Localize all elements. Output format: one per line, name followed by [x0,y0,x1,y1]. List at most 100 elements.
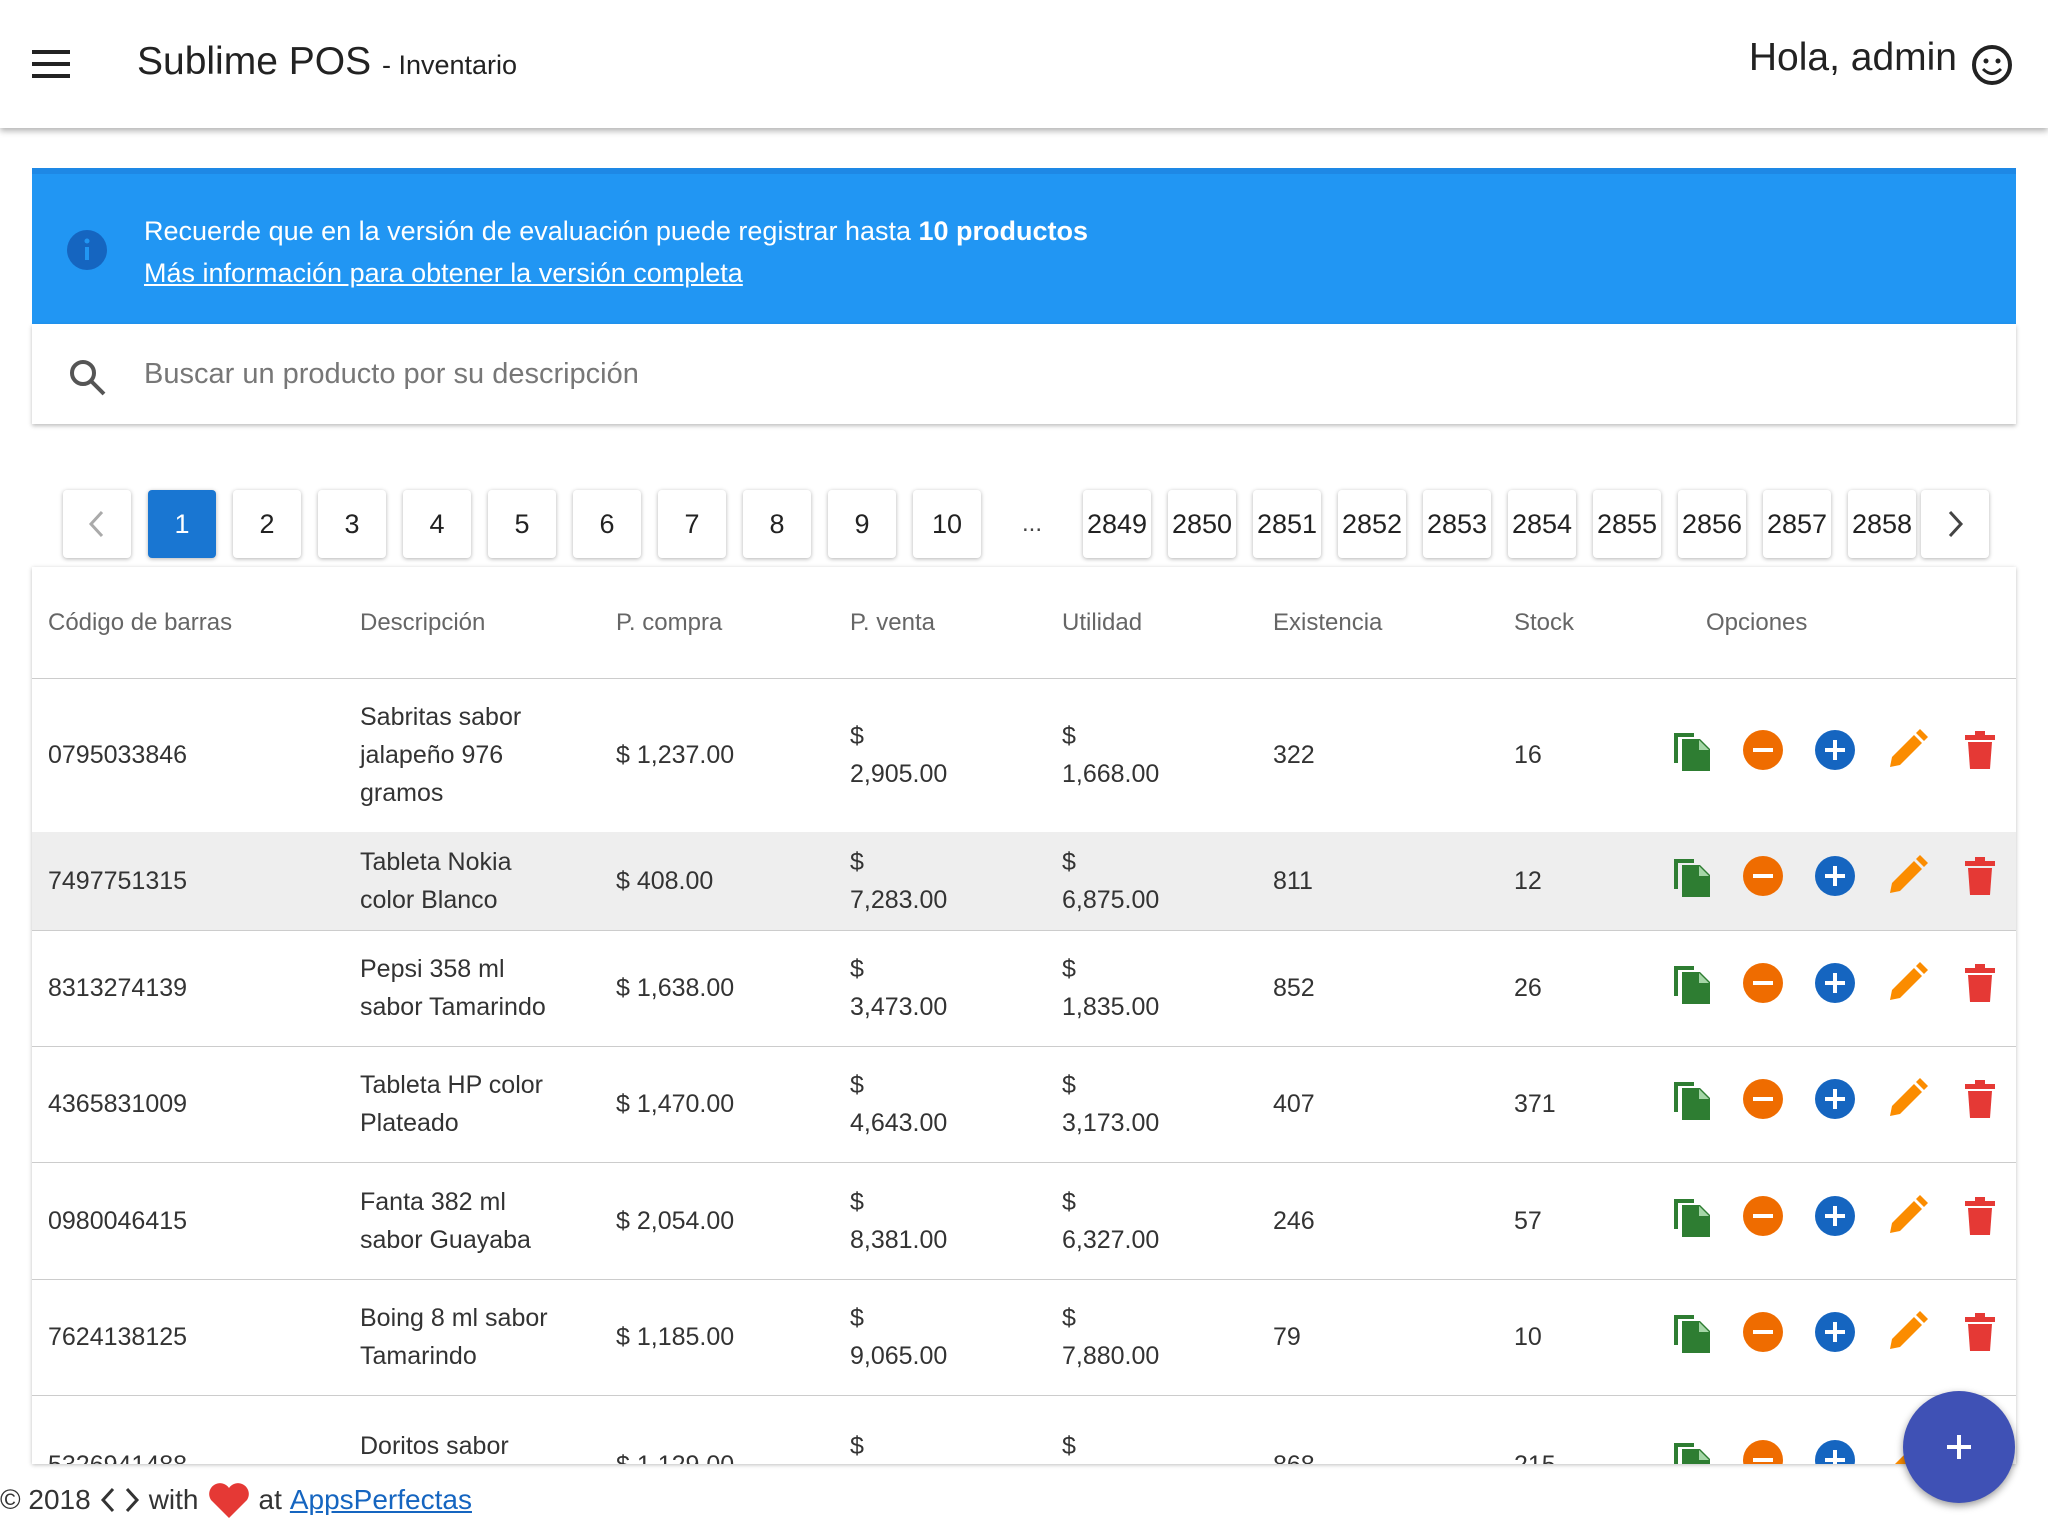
decrease-button[interactable] [1742,1439,1784,1464]
copy-button[interactable] [1670,1195,1712,1237]
table-cell: $ 6,327.00 [1062,1187,1160,1254]
increase-button[interactable] [1814,729,1856,771]
page-button[interactable]: 2853 [1423,490,1491,558]
table-row[interactable]: 7497751315 Tableta Nokia color Blanco $ 40… [32,832,2016,931]
page-button[interactable]: 2849 [1083,490,1151,558]
table-cell: Fanta 382 ml sabor Guayaba [360,1187,531,1254]
decrease-button[interactable] [1742,1195,1784,1237]
increase-button[interactable] [1814,1439,1856,1464]
decrease-button[interactable] [1742,962,1784,1004]
page-button[interactable]: 3 [318,490,386,558]
table-cell: 0980046415 [48,1206,188,1235]
copy-button[interactable] [1670,729,1712,771]
increase-button[interactable] [1814,1078,1856,1120]
table-cell: $ 6,875.00 [1062,848,1160,914]
page-button[interactable]: 2858 [1848,490,1916,558]
copy-button[interactable] [1670,855,1712,897]
edit-button[interactable] [1886,855,1928,897]
decrease-button[interactable] [1742,1078,1784,1120]
table-header: Código de barras Descripción P. compra P. v… [32,567,2016,679]
page-button[interactable]: 1 [148,490,216,558]
heart-icon [208,1483,249,1518]
page-button[interactable]: 2854 [1508,490,1576,558]
delete-button[interactable] [1959,1195,2001,1237]
copy-button[interactable] [1670,1078,1712,1120]
prev-page[interactable] [63,490,131,558]
page-button[interactable]: 6 [573,490,641,558]
increase-button[interactable] [1814,1311,1856,1353]
table-cell: 12 [1514,867,1542,895]
table-row[interactable]: 4365831009 Tableta HP color Plateado $ 1,4… [32,1046,2016,1163]
page-button[interactable]: 9 [828,490,896,558]
next-page[interactable] [1921,490,1989,558]
table-row[interactable]: 7624138125 Boing 8 ml sabor Tamarindo $ 1,… [32,1279,2016,1396]
table-cell: $ 1,129.00 [616,1395,836,1464]
table-cell: 7497751315 [48,867,188,895]
increase-button[interactable] [1814,1195,1856,1237]
page-button[interactable]: 2857 [1763,490,1831,558]
copy-button[interactable] [1670,1311,1712,1353]
page-button[interactable]: 8 [743,490,811,558]
column-header: Existencia [1273,608,1383,636]
banner-link[interactable]: Más información para obtener la versión … [144,258,743,288]
table-row[interactable]: 0795033846 Sabritas sabor jalapeño 976 gr… [32,678,2016,833]
edit-button[interactable] [1886,1078,1928,1120]
delete-button[interactable] [1959,1311,2001,1353]
delete-button[interactable] [1959,1078,2001,1120]
edit-button[interactable] [1886,729,1928,771]
app-title: Sublime POS - Inventario [137,40,517,84]
edit-button[interactable] [1886,962,1928,1004]
page-button[interactable]: 2850 [1168,490,1236,558]
copy-button[interactable] [1670,962,1712,1004]
edit-button[interactable] [1886,1194,1928,1237]
info-banner: Recuerde que en la versión de evaluación… [32,168,2016,324]
increase-button[interactable] [1814,855,1856,897]
greeting: Hola, admin [1748,36,1957,79]
table-cell: $ 9,065.00 [850,1304,948,1370]
table-row[interactable]: 5326941488 Doritos sabor chocolate $ 1,129… [32,1395,2016,1464]
table-cell: $ 1,237.00 [616,741,735,769]
footer-with: with [148,1484,199,1515]
copy-button[interactable] [1670,1439,1712,1464]
edit-button[interactable] [1886,1311,1928,1353]
page-button[interactable]: 7 [658,490,726,558]
delete-button[interactable] [1959,855,2001,897]
table-cell: $ 8,381.00 [850,1187,948,1254]
page-button[interactable]: 10 [913,490,981,558]
add-button[interactable] [1903,1391,2015,1503]
decrease-button[interactable] [1742,855,1784,897]
search-icon [70,360,106,396]
table-cell: $ 1,835.00 [1062,955,1160,1021]
decrease-button[interactable] [1742,729,1784,771]
table-row[interactable]: 8313274139 Pepsi 358 ml sabor Tamarindo $ … [32,930,2016,1047]
banner-text: Recuerde que en la versión de evaluación… [144,216,1088,247]
table-cell: 852 [1273,974,1315,1002]
increase-button[interactable] [1814,962,1856,1004]
page-button[interactable]: 2855 [1593,490,1661,558]
user-icon[interactable] [1971,44,2013,86]
page-button[interactable]: 5 [488,490,556,558]
page-button[interactable]: 2 [233,490,301,558]
table-cell: $ 1,638.00 [616,974,735,1002]
banner-bold: 10 productos [918,216,1089,246]
page-button[interactable]: 2852 [1338,490,1406,558]
code-icon [100,1487,139,1513]
menu-button[interactable] [32,50,72,78]
table-cell: 246 [1273,1206,1315,1235]
column-header: Stock [1514,608,1575,636]
footer-at: at [258,1484,282,1515]
page-button[interactable]: 2856 [1678,490,1746,558]
search-box[interactable]: Buscar un producto por su descripción [32,324,2016,424]
table-cell: Tableta Nokia color Blanco [360,848,512,914]
page-button[interactable]: 4 [403,490,471,558]
product-table: Código de barras Descripción P. compra P. v… [32,567,2016,1464]
table-cell: $ 7,880.00 [1062,1304,1160,1370]
decrease-button[interactable] [1742,1311,1784,1353]
app-bar: Sublime POS - Inventario Hola, admin [0,0,2048,128]
page-button[interactable]: 2851 [1253,490,1321,558]
table-cell: 8313274139 [48,974,188,1002]
delete-button[interactable] [1959,962,2001,1004]
table-row[interactable]: 0980046415 Fanta 382 ml sabor Guayaba $ 2,… [32,1162,2016,1280]
delete-button[interactable] [1959,729,2001,771]
footer-link[interactable]: AppsPerfectas [289,1484,472,1515]
